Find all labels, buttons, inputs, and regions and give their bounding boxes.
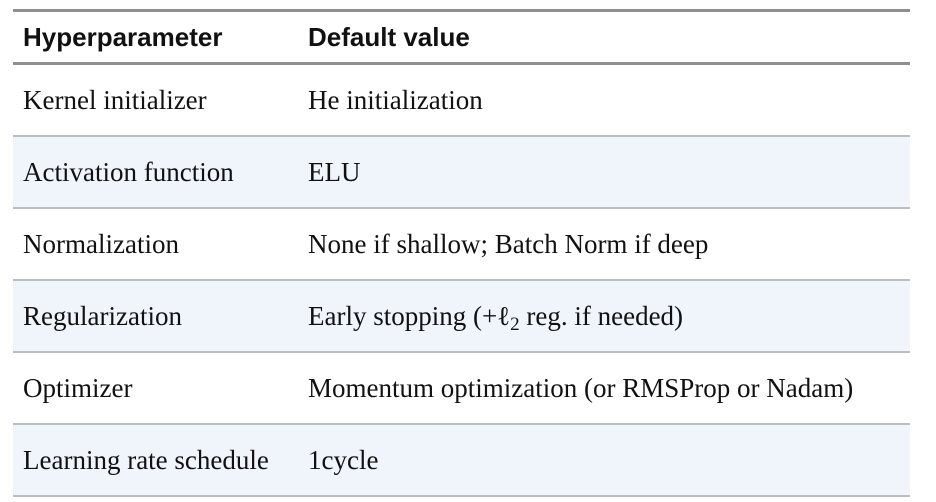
value-prefix: Early stopping (+ℓ	[308, 300, 511, 331]
param-cell: Activation function	[23, 156, 234, 187]
table-row: Optimizer Momentum optimization (or RMSP…	[13, 353, 910, 425]
value-cell: 1cycle	[308, 444, 379, 475]
value-cell: None if shallow; Batch Norm if deep	[308, 228, 709, 259]
header-default-value: Default value	[308, 21, 470, 52]
value-cell: He initialization	[308, 84, 483, 115]
param-cell: Normalization	[23, 228, 179, 259]
param-cell: Optimizer	[23, 372, 133, 403]
value-cell: Momentum optimization (or RMSProp or Nad…	[308, 372, 854, 403]
value-suffix: reg. if needed)	[519, 300, 684, 331]
table-row: Learning rate schedule 1cycle	[13, 425, 910, 497]
param-cell: Kernel initializer	[23, 84, 207, 115]
table-row: Activation function ELU	[13, 137, 910, 209]
table-row: Kernel initializer He initialization	[13, 65, 910, 137]
hyperparameter-table: Hyperparameter Default value Kernel init…	[13, 9, 910, 497]
table-row: Regularization Early stopping (+ℓ2 reg. …	[13, 281, 910, 353]
value-cell: Early stopping (+ℓ2 reg. if needed)	[298, 300, 910, 335]
value-cell: ELU	[308, 156, 361, 187]
table-row: Normalization None if shallow; Batch Nor…	[13, 209, 910, 281]
header-hyperparameter: Hyperparameter	[23, 21, 223, 52]
table-header-row: Hyperparameter Default value	[13, 12, 910, 65]
param-cell: Regularization	[23, 300, 182, 331]
param-cell: Learning rate schedule	[23, 444, 269, 475]
value-subscript: 2	[510, 313, 520, 335]
